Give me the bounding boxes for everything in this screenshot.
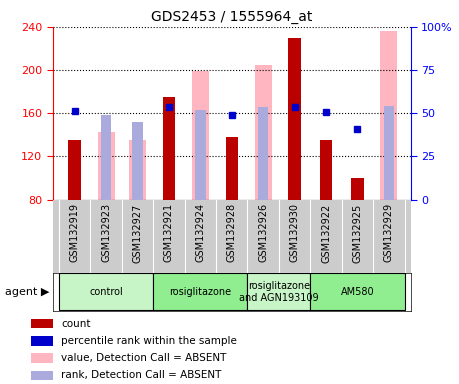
Bar <box>380 31 397 200</box>
Bar <box>310 273 404 310</box>
Text: GSM132925: GSM132925 <box>353 204 363 263</box>
Text: GSM132930: GSM132930 <box>290 204 300 262</box>
Text: GSM132928: GSM132928 <box>227 204 237 262</box>
Bar <box>101 116 112 200</box>
Text: GSM132926: GSM132926 <box>258 204 268 262</box>
Bar <box>32 319 53 328</box>
Bar <box>195 110 206 200</box>
Bar <box>255 65 272 200</box>
Text: value, Detection Call = ABSENT: value, Detection Call = ABSENT <box>62 353 227 363</box>
Bar <box>164 108 174 200</box>
Text: count: count <box>62 318 91 329</box>
Text: GSM132929: GSM132929 <box>384 204 394 262</box>
Text: GSM132921: GSM132921 <box>164 204 174 262</box>
Bar <box>32 353 53 363</box>
Bar <box>225 137 238 200</box>
Bar <box>192 71 209 200</box>
Bar <box>384 106 394 200</box>
Text: rank, Detection Call = ABSENT: rank, Detection Call = ABSENT <box>62 370 222 381</box>
Bar <box>320 140 332 200</box>
Text: control: control <box>90 287 123 297</box>
Bar <box>153 273 247 310</box>
Bar <box>68 140 81 200</box>
Bar <box>258 107 269 200</box>
Text: GSM132919: GSM132919 <box>70 204 80 262</box>
Bar <box>162 97 175 200</box>
Bar <box>32 336 53 346</box>
Bar <box>59 273 153 310</box>
Text: GSM132927: GSM132927 <box>133 204 143 263</box>
Text: GSM132922: GSM132922 <box>321 204 331 263</box>
Bar <box>351 178 364 200</box>
Bar <box>290 107 300 200</box>
Text: AM580: AM580 <box>341 287 374 297</box>
Text: rosiglitazone
and AGN193109: rosiglitazone and AGN193109 <box>239 281 319 303</box>
Bar <box>288 38 301 200</box>
Text: rosiglitazone: rosiglitazone <box>169 287 231 297</box>
Bar <box>32 371 53 380</box>
Bar <box>132 122 143 200</box>
Bar <box>129 140 146 200</box>
Bar <box>98 132 115 200</box>
Bar <box>247 273 310 310</box>
Text: GSM132924: GSM132924 <box>196 204 205 262</box>
Title: GDS2453 / 1555964_at: GDS2453 / 1555964_at <box>151 10 313 25</box>
Text: percentile rank within the sample: percentile rank within the sample <box>62 336 237 346</box>
Text: agent ▶: agent ▶ <box>5 287 49 297</box>
Text: GSM132923: GSM132923 <box>101 204 111 262</box>
